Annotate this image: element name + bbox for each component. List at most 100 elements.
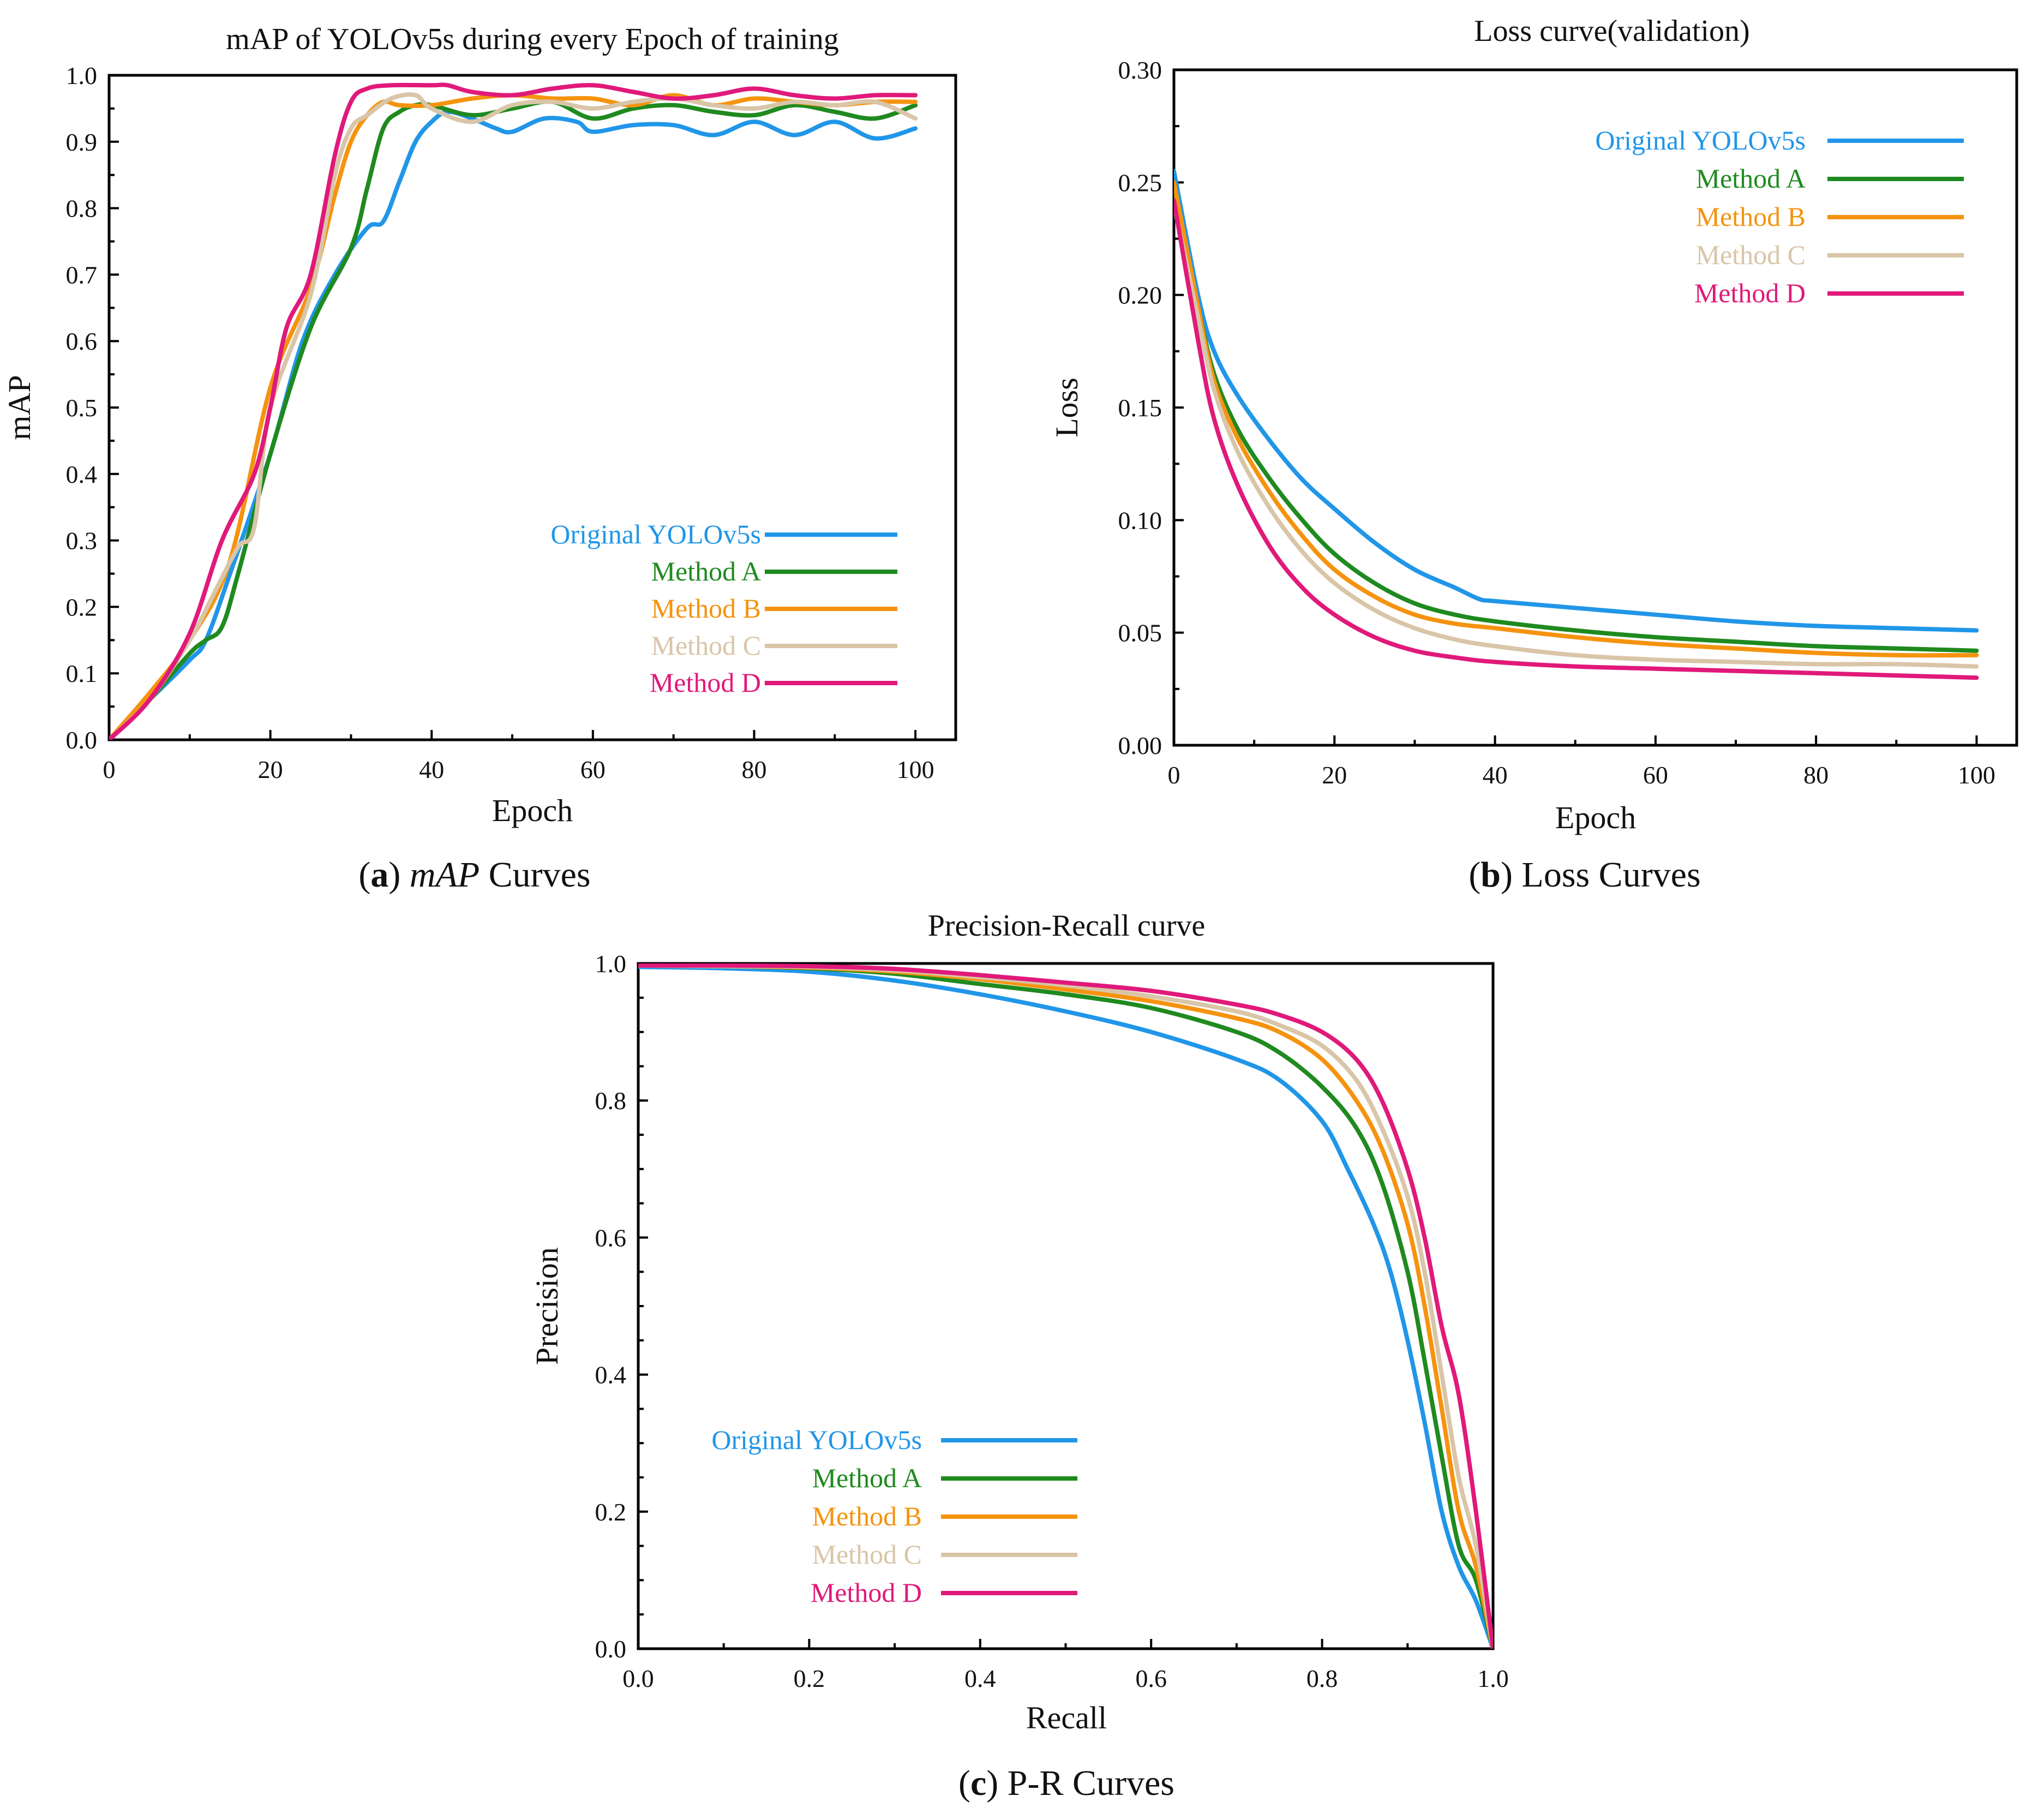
legend-label: Method A — [1696, 163, 1806, 194]
x-tick-label: 0.8 — [1306, 1665, 1338, 1692]
y-tick-label: 0.9 — [66, 128, 98, 156]
legend-label: Method D — [811, 1577, 922, 1608]
series-line-method-c — [1174, 202, 1979, 669]
series-line-method-d — [638, 963, 1493, 1649]
caption-paren: ) — [986, 1763, 998, 1803]
y-tick-label: 1.0 — [66, 62, 98, 89]
y-tick-label: 0.20 — [1118, 282, 1162, 309]
chart-title: Precision-Recall curve — [928, 909, 1205, 943]
y-tick-label: 0.3 — [66, 527, 98, 555]
series-group — [109, 82, 918, 740]
x-tick-label: 0.2 — [794, 1665, 825, 1692]
chart-loss: Loss curve(validation) 0 20 40 60 80 100 0.00 0.… — [1049, 14, 2018, 895]
caption-suffix: Curves — [479, 855, 590, 895]
plot-frame — [107, 74, 957, 741]
x-tick-label: 40 — [1483, 761, 1508, 789]
caption-paren: ( — [1468, 855, 1480, 895]
series-line-original-yolov5s — [638, 965, 1493, 1649]
legend: Original YOLOv5s Method A Method B Method C… — [711, 1424, 1077, 1608]
y-tick-label: 0.8 — [595, 1087, 627, 1115]
legend: Original YOLOv5s Method A Method B Method C… — [550, 519, 897, 698]
legend-label: Method C — [812, 1539, 922, 1570]
plot-frame — [1172, 68, 2018, 747]
x-tick-label: 40 — [419, 756, 444, 783]
y-tick-label: 0.0 — [66, 726, 98, 754]
series-line-method-a — [1174, 191, 1979, 653]
y-tick-label: 0.05 — [1118, 619, 1162, 647]
x-tick-label: 100 — [897, 756, 934, 783]
y-tick-label: 0.25 — [1118, 169, 1162, 196]
legend-label: Method C — [651, 630, 761, 661]
x-tick-label: 60 — [1643, 761, 1668, 789]
legend-label: Method A — [812, 1463, 922, 1493]
y-tick-label: 0.1 — [66, 660, 98, 687]
series-group — [638, 963, 1493, 1649]
x-tick-label: 0 — [1168, 761, 1180, 789]
y-tick-label: 0.10 — [1118, 506, 1162, 534]
caption: (c) P-R Curves — [958, 1763, 1174, 1803]
legend-label: Method B — [1696, 201, 1806, 232]
series-line-original-yolov5s — [109, 109, 918, 740]
caption-suffix: P-R Curves — [998, 1763, 1174, 1803]
caption-letter: a — [370, 855, 388, 895]
y-tick-label: 1.0 — [595, 950, 627, 978]
legend-label: Method B — [651, 593, 761, 624]
y-tick-label: 0.4 — [595, 1361, 627, 1389]
legend-label: Original YOLOv5s — [550, 519, 761, 549]
caption-paren: ) — [1501, 855, 1513, 895]
x-tick-label: 0.4 — [964, 1665, 996, 1692]
series-line-method-b — [109, 93, 918, 740]
x-tick-label: 1.0 — [1477, 1665, 1509, 1692]
x-tick-label: 60 — [580, 756, 606, 783]
caption-paren: ( — [358, 855, 370, 895]
chart-title: Loss curve(validation) — [1474, 14, 1749, 48]
caption-letter: b — [1480, 855, 1501, 895]
legend-label: Method B — [812, 1501, 922, 1531]
x-tick-label: 0 — [103, 756, 116, 783]
legend-label: Original YOLOv5s — [1595, 125, 1806, 155]
x-axis-label: Recall — [1026, 1700, 1107, 1735]
caption: (b) Loss Curves — [1468, 855, 1700, 895]
legend-label: Original YOLOv5s — [711, 1424, 922, 1455]
caption-suffix: Loss Curves — [1513, 855, 1701, 895]
y-tick-label: 0.4 — [66, 460, 98, 488]
series-line-method-a — [109, 99, 918, 740]
y-axis-label: Precision — [529, 1247, 565, 1365]
series-group — [1174, 169, 1979, 680]
legend-label: Method D — [1694, 278, 1806, 308]
chart-pr: Precision-Recall curve 0.0 0.2 0.4 0.6 0.8 1.0… — [529, 909, 1509, 1803]
caption-italic: mAP — [410, 855, 479, 895]
y-tick-label: 0.0 — [595, 1635, 627, 1663]
x-axis-label: Epoch — [492, 793, 573, 828]
y-tick-label: 0.8 — [66, 195, 98, 223]
y-tick-label: 0.00 — [1118, 732, 1162, 759]
legend-label: Method C — [1696, 240, 1806, 270]
series-line-original-yolov5s — [1174, 169, 1979, 633]
x-axis-label: Epoch — [1555, 800, 1636, 835]
plot-frame — [637, 962, 1495, 1650]
legend-label: Method A — [651, 556, 761, 586]
y-tick-label: 0.30 — [1118, 56, 1162, 84]
legend: Original YOLOv5s Method A Method B Method C… — [1595, 125, 1964, 308]
legend-label: Method D — [650, 667, 761, 698]
x-tick-label: 20 — [1322, 761, 1347, 789]
y-tick-label: 0.5 — [66, 394, 98, 422]
chart-title: mAP of YOLOv5s during every Epoch of tra… — [226, 22, 838, 56]
caption-paren: ) — [388, 855, 400, 895]
series-line-method-d — [109, 82, 918, 740]
y-tick-label: 0.6 — [66, 327, 98, 355]
x-tick-label: 100 — [1958, 761, 1995, 789]
series-line-method-c — [109, 92, 918, 740]
y-axis-label: Loss — [1049, 378, 1084, 438]
series-line-method-b — [1174, 180, 1979, 658]
caption: (a) mAP Curves — [358, 855, 590, 895]
y-tick-label: 0.15 — [1118, 394, 1162, 422]
chart-map: mAP of YOLOv5s during every Epoch of tra… — [2, 22, 957, 895]
y-tick-label: 0.6 — [595, 1224, 627, 1252]
y-tick-label: 0.7 — [66, 261, 98, 289]
x-tick-label: 80 — [741, 756, 766, 783]
y-tick-label: 0.2 — [66, 593, 98, 621]
y-axis-label: mAP — [2, 375, 37, 440]
caption-paren: ( — [958, 1763, 970, 1803]
